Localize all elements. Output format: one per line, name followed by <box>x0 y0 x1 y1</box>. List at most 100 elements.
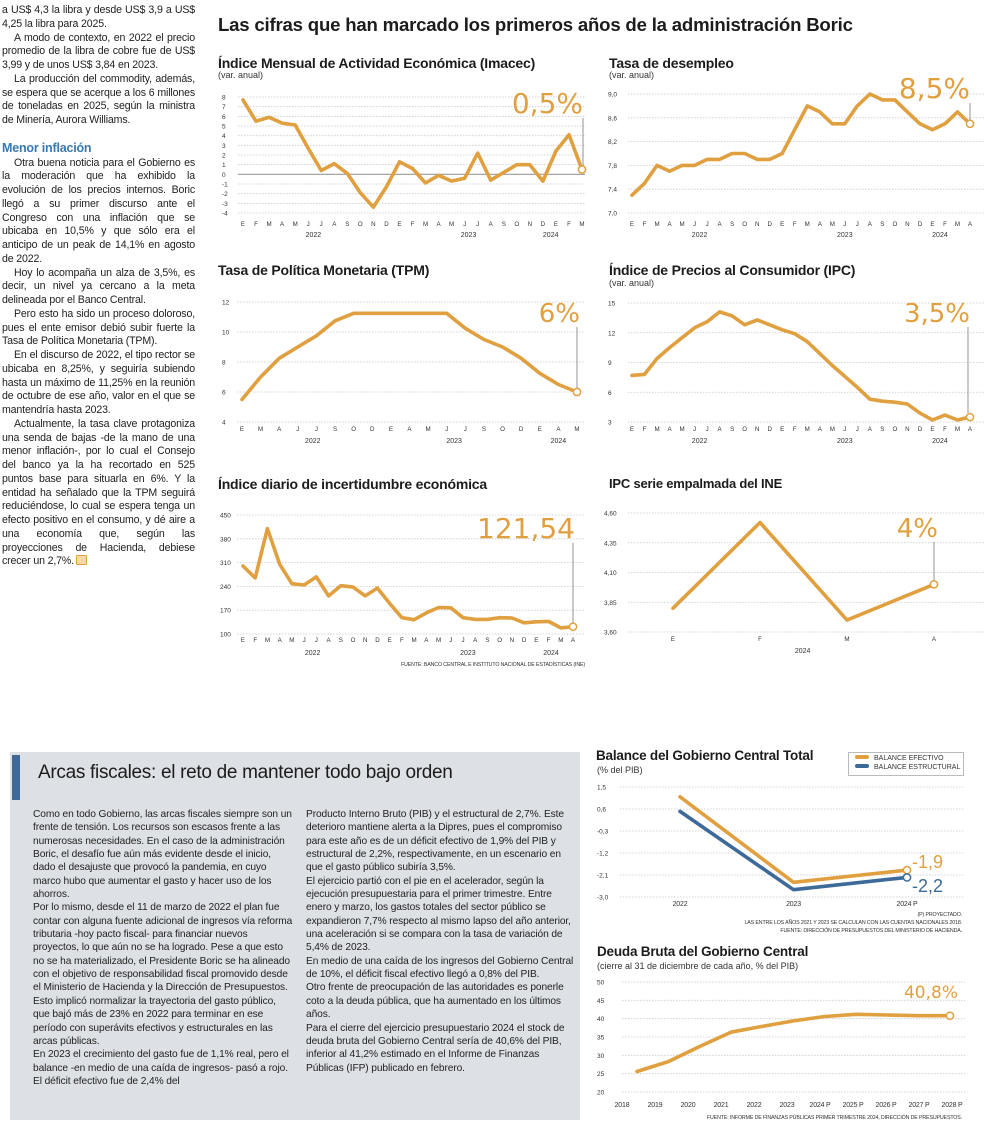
chart-subtitle-desempleo: (var. anual) <box>609 70 655 80</box>
x-tick-label: D <box>767 221 772 228</box>
paragraph: La producción del commodity, además, se … <box>2 72 195 126</box>
x-tick-label: E <box>554 221 558 228</box>
year-label: 2022 <box>305 650 321 657</box>
x-tick-label: M <box>266 221 271 228</box>
series-line <box>241 526 575 630</box>
x-tick-label: N <box>371 221 375 228</box>
chart-title-incertidumbre: Índice diario de incertidumbre económica <box>218 476 487 492</box>
series-line <box>630 92 972 197</box>
fiscal-box-column-1: Como en todo Gobierno, las arcas fiscale… <box>33 808 295 1088</box>
x-tick-label: F <box>943 221 947 228</box>
last-value-marker <box>929 580 939 589</box>
x-tick-label: 2022 <box>673 901 688 908</box>
x-tick-label: N <box>755 426 759 433</box>
y-tick-label: 3 <box>222 143 226 150</box>
x-tick-label: 2019 <box>648 1102 663 1109</box>
last-value-marker <box>572 387 582 397</box>
x-tick-label: N <box>905 426 909 433</box>
y-tick-label: 0 <box>222 172 226 179</box>
x-tick-label: E <box>630 426 634 433</box>
x-tick-label: D <box>541 221 546 228</box>
x-tick-label: E <box>241 221 245 228</box>
x-tick-label: A <box>489 221 494 228</box>
chart-title-desempleo: Tasa de desempleo <box>609 55 734 71</box>
last-value-marker <box>568 622 578 632</box>
y-tick-label: 4,35 <box>604 540 617 547</box>
x-tick-label: E <box>930 426 934 433</box>
x-tick-label: M <box>844 636 849 643</box>
year-label: 2024 <box>543 650 559 657</box>
y-tick-label: 20 <box>597 1090 605 1097</box>
year-label: 2024 <box>932 232 948 239</box>
x-tick-label: 2020 <box>681 1102 696 1109</box>
x-tick-label: M <box>449 221 454 228</box>
x-tick-label: J <box>693 426 696 433</box>
y-tick-label: 8 <box>222 95 226 102</box>
x-tick-label: 2021 <box>714 1102 729 1109</box>
series-line <box>240 311 579 402</box>
y-tick-label: 3,60 <box>604 630 617 637</box>
x-tick-label: J <box>856 426 859 433</box>
x-tick-label: F <box>793 426 797 433</box>
chart-subtitle-deuda: (cierre al 31 de diciembre de cada año, … <box>597 961 799 971</box>
fiscal-box-heading: Arcas fiscales: el reto de mantener todo… <box>38 762 453 783</box>
y-tick-label: 380 <box>220 536 231 543</box>
x-tick-label: E <box>538 426 542 433</box>
x-tick-label: J <box>449 637 452 644</box>
x-tick-label: F <box>411 221 415 228</box>
page-headline: Las cifras que han marcado los primeros … <box>218 14 853 35</box>
x-tick-label: E <box>780 221 784 228</box>
x-tick-label: 2018 <box>615 1102 630 1109</box>
x-tick-label: O <box>358 221 363 228</box>
x-tick-label: J <box>296 426 299 433</box>
x-tick-label: O <box>351 637 356 644</box>
x-tick-label: E <box>930 221 934 228</box>
y-tick-label: 7,8 <box>608 163 617 170</box>
year-label: 2023 <box>837 232 853 239</box>
y-tick-label: 9,0 <box>608 92 617 99</box>
x-tick-label: J <box>463 221 466 228</box>
x-tick-label: A <box>556 426 561 433</box>
x-tick-label: S <box>482 426 486 433</box>
x-tick-label: M <box>679 221 684 228</box>
chart-legend-balance: BALANCE EFECTIVO BALANCE ESTRUCTURAL <box>848 752 964 776</box>
y-tick-label: -3 <box>222 201 228 208</box>
paragraph: Otro frente de preocupación de las autor… <box>306 982 564 1021</box>
x-tick-label: 2024 P <box>897 901 919 908</box>
series-line <box>635 1012 952 1074</box>
x-tick-label: S <box>502 221 506 228</box>
y-tick-label: 50 <box>597 980 605 987</box>
paragraph: En 2023 el crecimiento del gasto fue de … <box>33 1049 289 1087</box>
y-tick-label: 40 <box>597 1016 605 1023</box>
year-label: 2022 <box>692 232 708 239</box>
y-tick-label: 10 <box>222 330 230 337</box>
chart-subtitle-balance: (% del PIB) <box>597 765 643 775</box>
x-tick-label: M <box>579 221 584 228</box>
x-tick-label: J <box>856 221 859 228</box>
year-label: 2023 <box>837 438 853 445</box>
x-tick-label: N <box>905 221 909 228</box>
x-tick-label: A <box>667 426 672 433</box>
x-tick-label: A <box>473 637 478 644</box>
x-tick-label: A <box>868 221 873 228</box>
x-tick-label: E <box>240 426 244 433</box>
x-tick-label: F <box>793 221 797 228</box>
last-value-marker <box>945 1011 955 1021</box>
x-tick-label: O <box>497 637 502 644</box>
y-tick-label: 4,60 <box>604 511 617 518</box>
y-tick-label: 170 <box>220 608 231 615</box>
x-tick-label: J <box>843 426 846 433</box>
x-tick-label: A <box>667 221 672 228</box>
article-left-column: a US$ 4,3 la libra y desde US$ 3,9 a US$… <box>2 4 195 569</box>
y-tick-label: -2,1 <box>597 873 609 880</box>
y-tick-label: 7,4 <box>608 187 617 194</box>
x-tick-label: 2027 P <box>909 1102 931 1109</box>
y-tick-label: 8 <box>222 360 226 367</box>
year-label: 2024 <box>795 648 811 655</box>
chart-note: LAS ENTRE LOS AÑOS 2021 Y 2023 SE CALCUL… <box>745 919 963 926</box>
y-tick-label: 4 <box>222 133 226 140</box>
last-value-marker <box>965 412 975 422</box>
fiscal-box-column-2: Producto Interno Bruto (PIB) y el estruc… <box>306 808 574 1075</box>
y-tick-label: 450 <box>220 513 231 520</box>
x-tick-label: J <box>320 221 323 228</box>
